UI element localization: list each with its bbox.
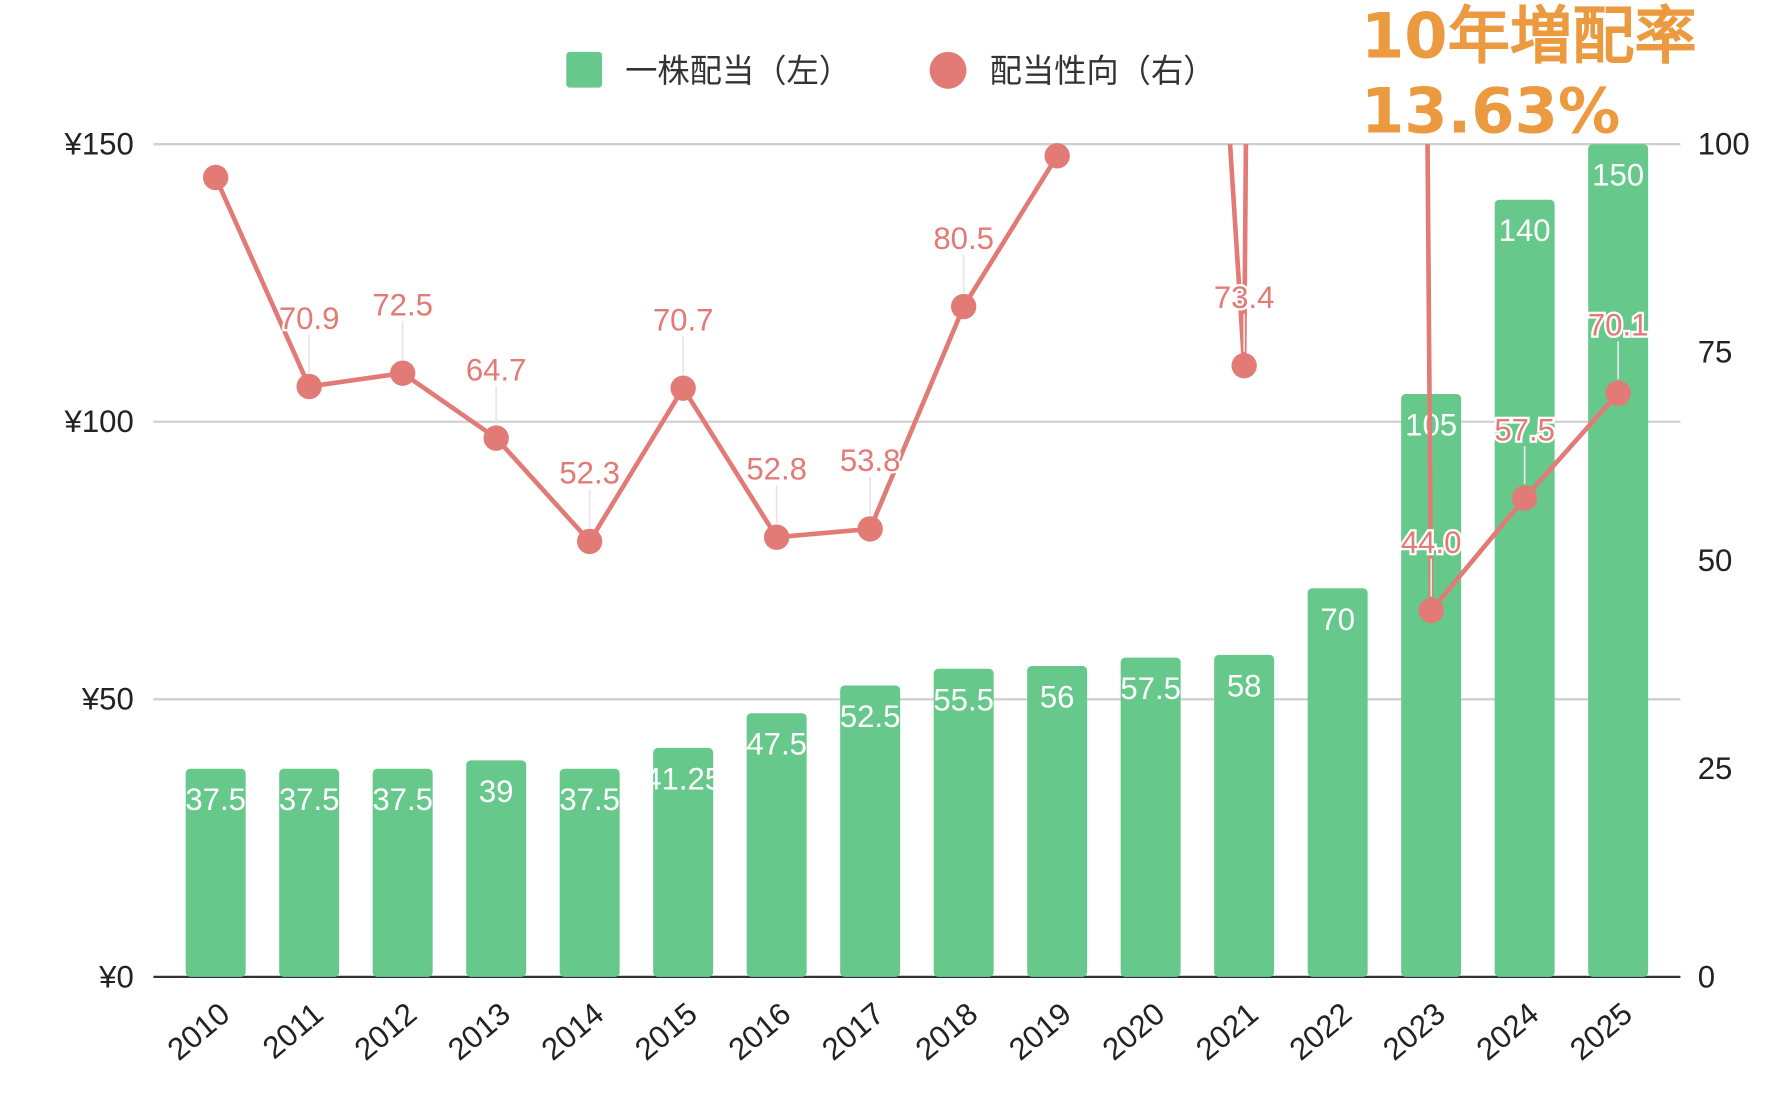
right-axis-tick: 100: [1698, 127, 1750, 162]
line-label: 52.3: [559, 456, 620, 491]
bar: [653, 747, 714, 977]
bar-label: 150: [1592, 158, 1644, 193]
line-label: 44.0: [1401, 525, 1462, 560]
line-point: [670, 375, 696, 401]
bar: [279, 768, 340, 977]
x-axis-tick: 2020: [1096, 996, 1172, 1067]
bar-label: 70: [1320, 602, 1355, 637]
line-label: 80.5: [933, 221, 994, 256]
line-label: 70.7: [653, 302, 714, 337]
line-label: 53.8: [840, 443, 901, 478]
bar: [1027, 666, 1088, 977]
x-axis-tick: 2016: [722, 996, 798, 1067]
line-label: 70.1: [1588, 307, 1649, 342]
x-axis-tick: 2018: [909, 996, 985, 1067]
x-axis-tick: 2021: [1189, 996, 1265, 1067]
bar: [1588, 144, 1649, 977]
x-axis-tick: 2012: [348, 996, 424, 1067]
right-axis-tick: 75: [1698, 335, 1733, 370]
bar-label: 55.5: [933, 682, 994, 717]
bar-label: 58: [1227, 668, 1262, 703]
line-point: [576, 528, 603, 555]
x-axis-tick: 2023: [1376, 996, 1452, 1067]
line-label: 57.5: [1494, 412, 1555, 447]
line-series: 70.9 72.5 64.7 52.3 70.7 52.8 53.8 80.5 73.4 44.0…: [202, 143, 1651, 624]
left-axis-tick: ¥50: [81, 682, 134, 717]
line-point: [202, 164, 229, 191]
x-axis-tick: 2022: [1283, 996, 1359, 1067]
bar-label: 37.5: [559, 782, 620, 817]
bar: [1120, 657, 1181, 977]
bar: [1214, 654, 1275, 977]
bar-label: 37.5: [372, 782, 433, 817]
left-axis-tick: ¥0: [98, 959, 134, 994]
line-label: 72.5: [372, 288, 433, 323]
line-label: 70.9: [279, 301, 340, 336]
bar-label: 37.5: [185, 782, 246, 817]
line-path: [213, 144, 1620, 617]
line-label: 73.4: [1214, 280, 1275, 315]
line-point: [857, 516, 883, 542]
x-axis-tick: 2010: [161, 996, 237, 1067]
bar: [1401, 393, 1462, 977]
bar-label: 140: [1499, 213, 1551, 248]
x-axis-tick: 2024: [1470, 996, 1546, 1067]
line-point: [389, 360, 416, 386]
x-axis-tick: 2014: [535, 996, 611, 1067]
line-point: [1231, 352, 1257, 379]
left-axis-tick: ¥100: [64, 404, 134, 439]
legend-swatch-bar: [566, 51, 603, 88]
line-point: [483, 425, 509, 451]
bar-label: 39: [479, 774, 514, 809]
bar-label: 57.5: [1120, 671, 1181, 706]
bar: [1307, 588, 1368, 977]
bar-label: 52.5: [840, 699, 901, 734]
annotation-value: 13.63%: [1361, 75, 1620, 148]
x-axis-tick: 2015: [628, 996, 704, 1067]
x-axis-tick: 2011: [256, 996, 330, 1066]
line-point: [1418, 597, 1444, 624]
right-axis-tick: 25: [1698, 751, 1733, 786]
bar-label: 41.25: [644, 761, 722, 796]
legend-label-line: 配当性向（右）: [990, 52, 1216, 90]
left-axis-tick: ¥150: [64, 127, 134, 162]
line-point: [296, 373, 322, 400]
bar: [185, 768, 246, 977]
x-axis-tick: 2017: [815, 996, 891, 1067]
bar-label: 47.5: [746, 727, 807, 762]
line-label: 64.7: [466, 352, 527, 387]
line-point: [1605, 380, 1631, 406]
legend: 一株配当（左） 配当性向（右）: [566, 51, 1216, 90]
bar: [746, 713, 807, 977]
line-point: [1511, 485, 1538, 511]
bar-series: 37.5 37.5 37.5 39 37.5 41.25 47.5 52.5 55.5 56 57.…: [185, 144, 1649, 977]
right-axis-tick: 0: [1698, 959, 1715, 994]
line-point: [763, 524, 790, 550]
annotation-title: 10年増配率: [1361, 0, 1697, 73]
bar: [1494, 199, 1555, 977]
bar: [933, 668, 994, 977]
bar-label: 37.5: [279, 782, 340, 817]
line-point: [950, 293, 977, 320]
legend-swatch-line: [929, 51, 967, 89]
x-axis-tick: 2019: [1002, 996, 1078, 1067]
bar: [840, 685, 901, 977]
bar: [466, 760, 527, 977]
line-label: 52.8: [746, 452, 807, 487]
right-axis-tick: 50: [1698, 543, 1733, 578]
line-point: [1044, 143, 1070, 169]
bar: [559, 768, 620, 977]
legend-label-bar: 一株配当（左）: [625, 52, 851, 90]
x-axis-tick: 2025: [1563, 996, 1639, 1067]
bar-label: 56: [1040, 680, 1075, 715]
x-axis-tick: 2013: [441, 996, 517, 1067]
bar: [372, 768, 433, 977]
